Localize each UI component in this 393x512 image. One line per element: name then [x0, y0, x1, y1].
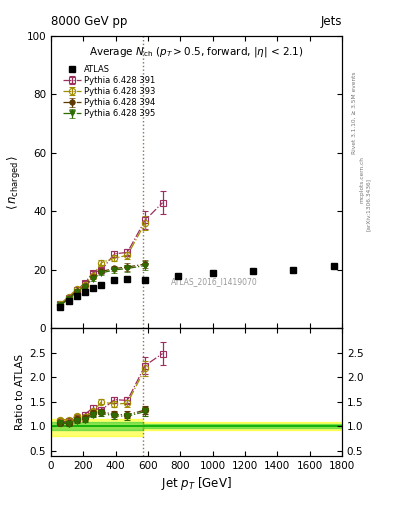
ATLAS: [143, 277, 147, 283]
Text: Jets: Jets: [320, 15, 342, 28]
ATLAS: [112, 277, 117, 283]
ATLAS: [291, 267, 296, 273]
ATLAS: [66, 297, 71, 304]
X-axis label: Jet $p_T$ [GeV]: Jet $p_T$ [GeV]: [161, 475, 232, 492]
ATLAS: [58, 304, 63, 310]
ATLAS: [99, 282, 104, 288]
Y-axis label: $\langle\,n_{\rm charged}\,\rangle$: $\langle\,n_{\rm charged}\,\rangle$: [6, 155, 22, 210]
ATLAS: [90, 285, 95, 291]
Y-axis label: Ratio to ATLAS: Ratio to ATLAS: [15, 354, 26, 430]
ATLAS: [125, 275, 130, 282]
ATLAS: [74, 293, 79, 299]
ATLAS: [251, 268, 255, 274]
ATLAS: [83, 289, 87, 295]
ATLAS: [331, 263, 336, 269]
Line: ATLAS: ATLAS: [57, 263, 337, 310]
ATLAS: [210, 270, 215, 276]
Text: [arXiv:1306.3436]: [arXiv:1306.3436]: [365, 178, 371, 231]
Text: 8000 GeV pp: 8000 GeV pp: [51, 15, 127, 28]
Text: Rivet 3.1.10, ≥ 3.5M events: Rivet 3.1.10, ≥ 3.5M events: [352, 71, 357, 154]
Text: Average $N_{\rm ch}$ ($p_T$$>$0.5, forward, $|\eta|$ < 2.1): Average $N_{\rm ch}$ ($p_T$$>$0.5, forwa…: [89, 45, 304, 58]
Text: mcplots.cern.ch: mcplots.cern.ch: [360, 156, 365, 203]
Legend: ATLAS, Pythia 6.428 391, Pythia 6.428 393, Pythia 6.428 394, Pythia 6.428 395: ATLAS, Pythia 6.428 391, Pythia 6.428 39…: [61, 63, 158, 120]
Text: ATLAS_2016_I1419070: ATLAS_2016_I1419070: [171, 277, 257, 286]
ATLAS: [176, 273, 181, 279]
